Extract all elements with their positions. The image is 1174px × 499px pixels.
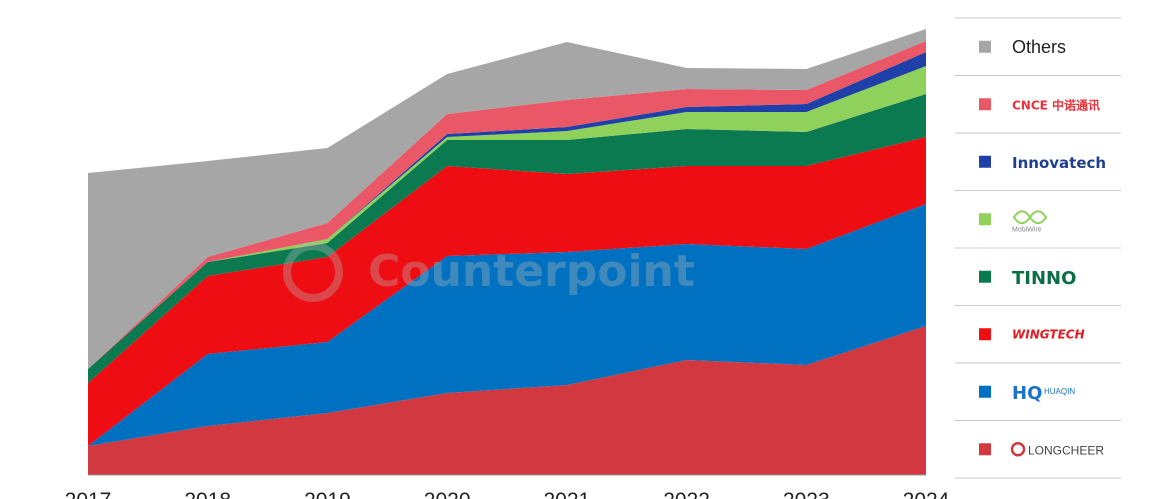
legend-item-others: Others (955, 17, 1121, 57)
watermark-logo-icon (283, 242, 343, 302)
tinno-logo-icon: TINNO (1012, 268, 1076, 289)
legend-swatch (979, 40, 991, 53)
mobiwire-logo-text: MobiWire (1012, 226, 1042, 233)
area-series-group (88, 29, 926, 475)
legend-item-huaqin: HQ HUAQIN (955, 362, 1121, 404)
x-tick-label: 2023 (783, 489, 830, 499)
x-tick-label: 2022 (663, 489, 710, 499)
legend-item-innovatech: Innovatech (955, 132, 1121, 172)
x-tick-label: 2018 (184, 489, 231, 499)
wingtech-logo-icon: WINGTECH (1012, 327, 1085, 341)
legend-swatch (979, 98, 991, 111)
area-others (88, 29, 926, 369)
legend-item-wingtech: WINGTECH (955, 305, 1121, 341)
area-longcheer (88, 326, 926, 475)
legend-item-tinno: TINNO (955, 247, 1121, 289)
huaqin-logo-icon: HQ (1012, 383, 1042, 404)
x-tick-label: 2021 (543, 489, 590, 499)
legend-swatch (979, 385, 991, 398)
cnce-logo-icon: CNCE 中诺通讯 (1012, 97, 1100, 112)
longcheer-logo-icon (1010, 442, 1026, 457)
innovatech-logo-icon: Innovatech (1012, 154, 1106, 172)
x-tick-label: 2017 (65, 489, 112, 499)
x-tick-label: 2024 (903, 489, 950, 499)
area-tinno (88, 94, 926, 383)
legend-swatch (979, 155, 991, 168)
x-tick-label: 2020 (424, 489, 471, 499)
legend-item-longcheer: LONGCHEER (955, 420, 1121, 457)
legend-swatch (979, 328, 991, 341)
legend: Others CNCE 中诺通讯 Innovatech MobiWire TINNO WI… (955, 17, 1121, 479)
legend-label: Others (1012, 37, 1066, 57)
x-axis-ticks: 2017 2018 2019 2020 2021 2022 2023 2024 (65, 489, 950, 499)
mobiwire-logo-icon (1012, 210, 1048, 225)
longcheer-logo-text: LONGCHEER (1028, 443, 1104, 457)
huaqin-logo-text: HUAQIN (1044, 387, 1075, 396)
x-tick-label: 2019 (304, 489, 351, 499)
area-wingtech (88, 137, 926, 446)
area-huaqin (88, 204, 926, 446)
legend-swatch (979, 213, 991, 226)
legend-item-cnce: CNCE 中诺通讯 (955, 75, 1121, 112)
legend-item-mobiwire: MobiWire (955, 190, 1121, 233)
watermark-text: Counterpoint (368, 246, 695, 297)
legend-swatch (979, 270, 991, 283)
legend-swatch (979, 443, 991, 456)
